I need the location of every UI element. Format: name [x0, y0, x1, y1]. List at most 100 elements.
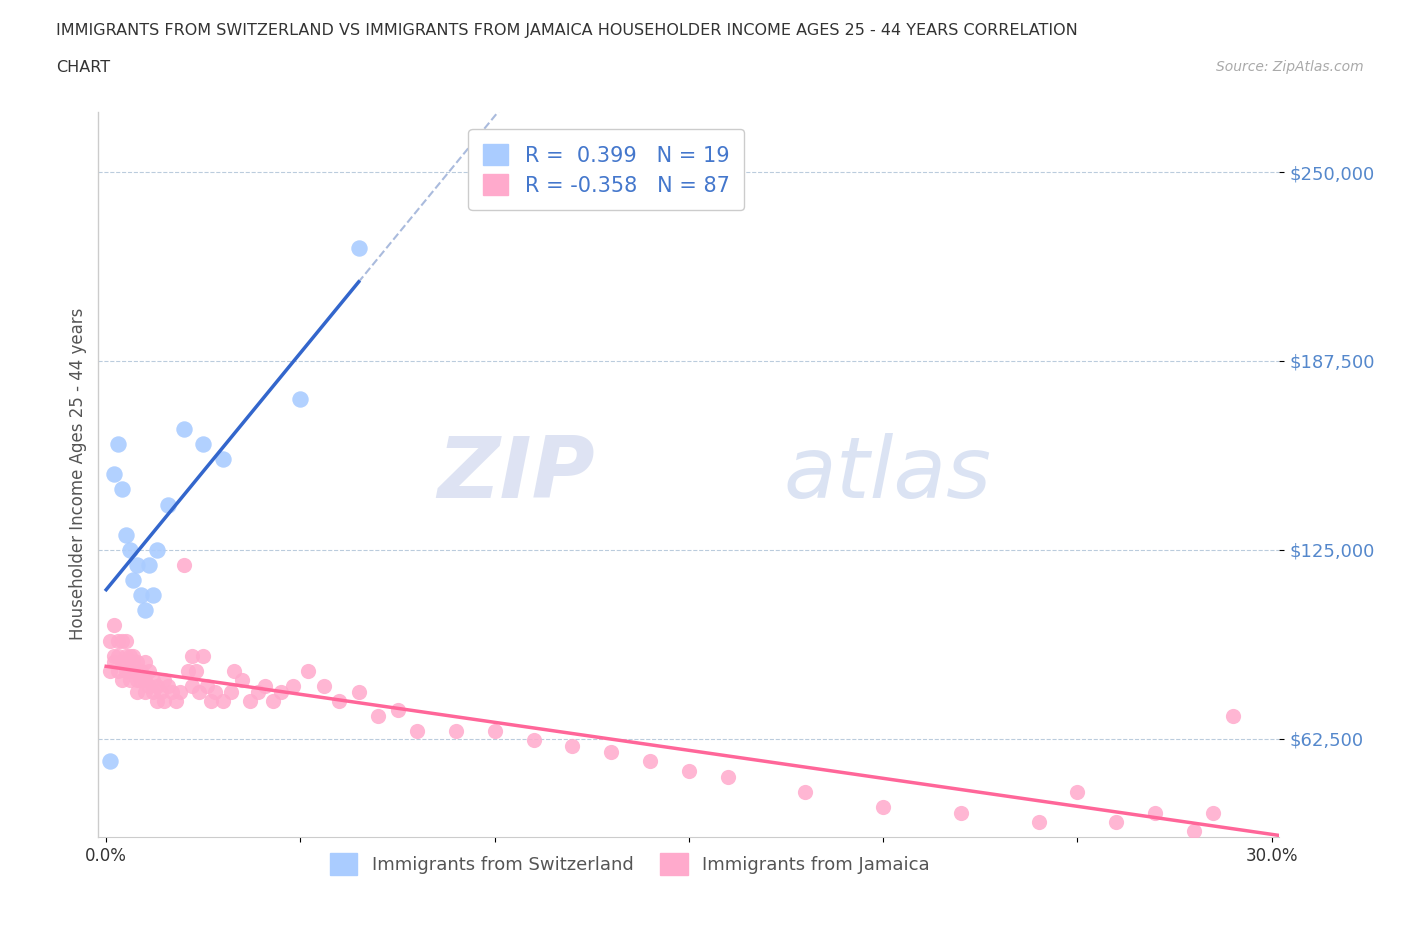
- Point: [98, 633, 121, 648]
- Point: [200, 694, 222, 709]
- Point: [246, 684, 269, 699]
- Point: [145, 542, 167, 557]
- Point: [165, 694, 187, 709]
- Point: [177, 663, 200, 678]
- Point: [328, 694, 350, 709]
- Point: [162, 684, 183, 699]
- Point: [290, 392, 312, 406]
- Point: [111, 672, 134, 687]
- Text: atlas: atlas: [783, 432, 991, 516]
- Point: [204, 684, 226, 699]
- Text: Source: ZipAtlas.com: Source: ZipAtlas.com: [1216, 60, 1364, 74]
- Point: [142, 672, 165, 687]
- Point: [145, 679, 167, 694]
- Point: [134, 684, 156, 699]
- Point: [122, 663, 145, 678]
- Point: [114, 648, 136, 663]
- Point: [153, 694, 176, 709]
- Y-axis label: Householder Income Ages 25 - 44 years: Householder Income Ages 25 - 44 years: [69, 308, 87, 641]
- Point: [173, 558, 195, 573]
- Point: [114, 527, 136, 542]
- Point: [872, 800, 894, 815]
- Point: [157, 679, 180, 694]
- Point: [129, 663, 152, 678]
- Point: [142, 684, 165, 699]
- Point: [484, 724, 506, 738]
- Text: IMMIGRANTS FROM SWITZERLAND VS IMMIGRANTS FROM JAMAICA HOUSEHOLDER INCOME AGES 2: IMMIGRANTS FROM SWITZERLAND VS IMMIGRANT…: [56, 23, 1078, 38]
- Point: [1066, 784, 1088, 799]
- Point: [103, 618, 125, 633]
- Point: [118, 542, 141, 557]
- Point: [118, 663, 141, 678]
- Point: [134, 655, 156, 670]
- Point: [127, 558, 149, 573]
- Point: [717, 769, 740, 784]
- Point: [270, 684, 292, 699]
- Point: [153, 672, 176, 687]
- Point: [103, 648, 125, 663]
- Point: [111, 655, 134, 670]
- Point: [406, 724, 429, 738]
- Point: [180, 648, 202, 663]
- Point: [1028, 815, 1050, 830]
- Point: [347, 240, 370, 255]
- Point: [114, 655, 136, 670]
- Point: [193, 648, 215, 663]
- Point: [118, 648, 141, 663]
- Point: [114, 633, 136, 648]
- Point: [281, 679, 304, 694]
- Point: [600, 745, 623, 760]
- Point: [98, 754, 121, 769]
- Point: [169, 684, 191, 699]
- Point: [367, 709, 389, 724]
- Point: [122, 573, 145, 588]
- Point: [107, 437, 129, 452]
- Point: [127, 655, 149, 670]
- Point: [231, 672, 253, 687]
- Point: [193, 437, 215, 452]
- Point: [149, 684, 172, 699]
- Point: [1202, 805, 1225, 820]
- Point: [211, 452, 233, 467]
- Point: [312, 679, 335, 694]
- Point: [111, 633, 134, 648]
- Point: [127, 672, 149, 687]
- Point: [111, 482, 134, 497]
- Point: [794, 784, 817, 799]
- Point: [1144, 805, 1167, 820]
- Point: [173, 421, 195, 436]
- Point: [129, 588, 152, 603]
- Point: [561, 738, 583, 753]
- Point: [114, 663, 136, 678]
- Point: [142, 588, 165, 603]
- Point: [239, 694, 262, 709]
- Point: [103, 467, 125, 482]
- Point: [297, 663, 319, 678]
- Point: [127, 684, 149, 699]
- Point: [107, 648, 129, 663]
- Legend: Immigrants from Switzerland, Immigrants from Jamaica: Immigrants from Switzerland, Immigrants …: [323, 846, 936, 883]
- Point: [138, 679, 160, 694]
- Point: [188, 684, 211, 699]
- Point: [98, 663, 121, 678]
- Text: CHART: CHART: [56, 60, 110, 75]
- Point: [219, 684, 242, 699]
- Point: [387, 703, 409, 718]
- Point: [134, 672, 156, 687]
- Point: [157, 497, 180, 512]
- Point: [254, 679, 277, 694]
- Point: [347, 684, 370, 699]
- Point: [1182, 824, 1205, 839]
- Point: [122, 648, 145, 663]
- Point: [522, 733, 544, 748]
- Point: [1222, 709, 1244, 724]
- Point: [107, 663, 129, 678]
- Point: [145, 694, 167, 709]
- Point: [949, 805, 972, 820]
- Point: [138, 663, 160, 678]
- Point: [211, 694, 233, 709]
- Point: [107, 633, 129, 648]
- Point: [129, 672, 152, 687]
- Point: [118, 672, 141, 687]
- Point: [184, 663, 207, 678]
